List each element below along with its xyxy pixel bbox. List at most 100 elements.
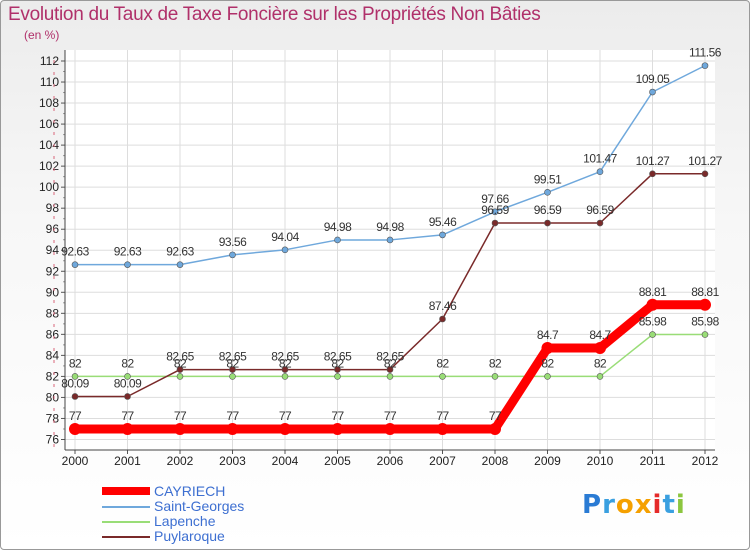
- data-label-puylaroque: 96.59: [534, 203, 562, 217]
- legend-label-saint-georges: Saint-Georges: [154, 498, 245, 514]
- data-point-lapenche: [439, 373, 446, 380]
- y-tick-label: 102: [39, 159, 59, 173]
- data-label-cayriech: 77: [331, 409, 344, 423]
- data-point-lapenche: [544, 373, 551, 380]
- logo-letter: x: [634, 490, 653, 520]
- data-point-cayriech: [489, 422, 501, 435]
- data-label-saint-georges: 97.66: [481, 192, 509, 206]
- logo-letter: P: [582, 490, 603, 520]
- x-tick-label: 2002: [167, 454, 194, 468]
- line-chart: 76 78 80 82 84 86 88 90 92 94 96 98 100 102 104 106 108 1…: [39, 46, 723, 468]
- data-point-lapenche: [334, 373, 341, 380]
- y-tick-label: 94: [46, 243, 60, 257]
- data-point-saint-georges: [491, 208, 499, 216]
- y-tick-label: 104: [39, 138, 59, 152]
- data-point-puylaroque: [176, 366, 184, 373]
- data-label-puylaroque: 82.65: [376, 350, 404, 364]
- data-point-cayriech: [384, 422, 396, 435]
- y-tick-label: 108: [39, 96, 59, 110]
- logo-letter: t: [662, 490, 676, 520]
- y-tick-label: 92: [46, 264, 60, 278]
- data-label-cayriech: 84.7: [537, 328, 559, 342]
- data-label-cayriech: 77: [279, 409, 292, 423]
- data-point-puylaroque: [439, 315, 446, 323]
- data-point-saint-georges: [71, 261, 79, 268]
- y-tick-label: 86: [46, 327, 60, 341]
- data-point-saint-georges: [229, 251, 236, 259]
- data-point-puylaroque: [71, 393, 79, 400]
- x-tick-label: 2005: [324, 454, 351, 468]
- data-point-saint-georges: [596, 168, 604, 176]
- data-point-cayriech: [541, 342, 554, 355]
- data-label-cayriech: 77: [489, 409, 502, 423]
- data-label-puylaroque: 101.27: [688, 154, 723, 168]
- data-point-puylaroque: [701, 170, 709, 178]
- data-point-saint-georges: [544, 189, 551, 196]
- x-tick-label: 2003: [219, 454, 246, 468]
- data-point-saint-georges: [124, 261, 131, 268]
- data-label-puylaroque: 80.09: [114, 376, 142, 390]
- data-point-saint-georges: [439, 231, 446, 239]
- data-label-saint-georges: 111.56: [689, 46, 722, 60]
- data-label-lapenche: 82: [541, 356, 554, 370]
- data-point-puylaroque: [596, 219, 604, 227]
- legend-swatch-lapenche: [102, 521, 150, 523]
- data-point-lapenche: [124, 373, 131, 380]
- logo-letter: i: [652, 490, 663, 520]
- data-point-cayriech: [121, 422, 134, 435]
- logo-letter: o: [615, 490, 635, 520]
- y-tick-label: 88: [46, 306, 60, 320]
- data-point-puylaroque: [334, 366, 341, 373]
- data-point-lapenche: [596, 373, 604, 380]
- x-tick-label: 2000: [62, 454, 89, 468]
- data-label-puylaroque: 80.09: [61, 376, 89, 390]
- x-tick-label: 2004: [272, 454, 299, 468]
- data-label-lapenche: 85.98: [691, 315, 719, 329]
- data-label-lapenche: 85.98: [639, 315, 667, 329]
- data-label-cayriech: 88.81: [691, 285, 719, 299]
- y-tick-label: 90: [46, 285, 60, 299]
- chart-title: Evolution du Taux de Taxe Foncière sur l…: [8, 4, 541, 25]
- data-label-lapenche: 82: [69, 356, 82, 370]
- data-point-cayriech: [174, 422, 186, 435]
- data-point-puylaroque: [229, 366, 236, 373]
- data-label-lapenche: 82: [174, 356, 187, 370]
- data-label-cayriech: 88.81: [639, 285, 667, 299]
- data-label-puylaroque: 82.65: [271, 350, 299, 364]
- data-label-saint-georges: 101.47: [583, 152, 618, 166]
- data-point-puylaroque: [281, 366, 289, 373]
- data-label-saint-georges: 92.63: [166, 245, 194, 259]
- data-label-puylaroque: 87.46: [429, 299, 457, 313]
- y-tick-label: 110: [40, 75, 59, 89]
- legend-label-cayriech: CAYRIECH: [154, 483, 226, 499]
- data-label-saint-georges: 94.98: [324, 220, 352, 234]
- x-tick-label: 2011: [640, 454, 666, 468]
- data-point-cayriech: [594, 342, 606, 355]
- data-point-saint-georges: [281, 246, 289, 254]
- x-tick-label: 2007: [429, 454, 456, 468]
- data-point-lapenche: [229, 373, 236, 380]
- data-label-puylaroque: 96.59: [586, 203, 614, 217]
- y-tick-label: 76: [46, 432, 60, 446]
- x-tick-label: 2001: [114, 454, 141, 468]
- data-label-saint-georges: 92.63: [61, 245, 89, 259]
- data-point-cayriech: [699, 298, 711, 311]
- data-label-saint-georges: 94.98: [376, 220, 404, 234]
- data-point-puylaroque: [649, 170, 656, 178]
- data-label-saint-georges: 93.56: [219, 235, 247, 249]
- data-point-saint-georges: [386, 236, 394, 244]
- data-point-saint-georges: [176, 261, 184, 268]
- x-tick-label: 2009: [534, 454, 561, 468]
- x-tick-label: 2006: [377, 454, 404, 468]
- data-point-puylaroque: [124, 393, 131, 400]
- data-point-cayriech: [279, 422, 291, 435]
- data-label-saint-georges: 99.51: [534, 172, 562, 186]
- data-label-lapenche: 82: [121, 356, 134, 370]
- data-label-puylaroque: 82.65: [166, 350, 194, 364]
- data-point-saint-georges: [334, 236, 341, 244]
- y-tick-label: 84: [46, 348, 60, 362]
- data-label-cayriech: 77: [384, 409, 397, 423]
- data-label-lapenche: 82: [384, 356, 397, 370]
- logo-letter: r: [602, 490, 616, 520]
- data-label-cayriech: 77: [436, 409, 449, 423]
